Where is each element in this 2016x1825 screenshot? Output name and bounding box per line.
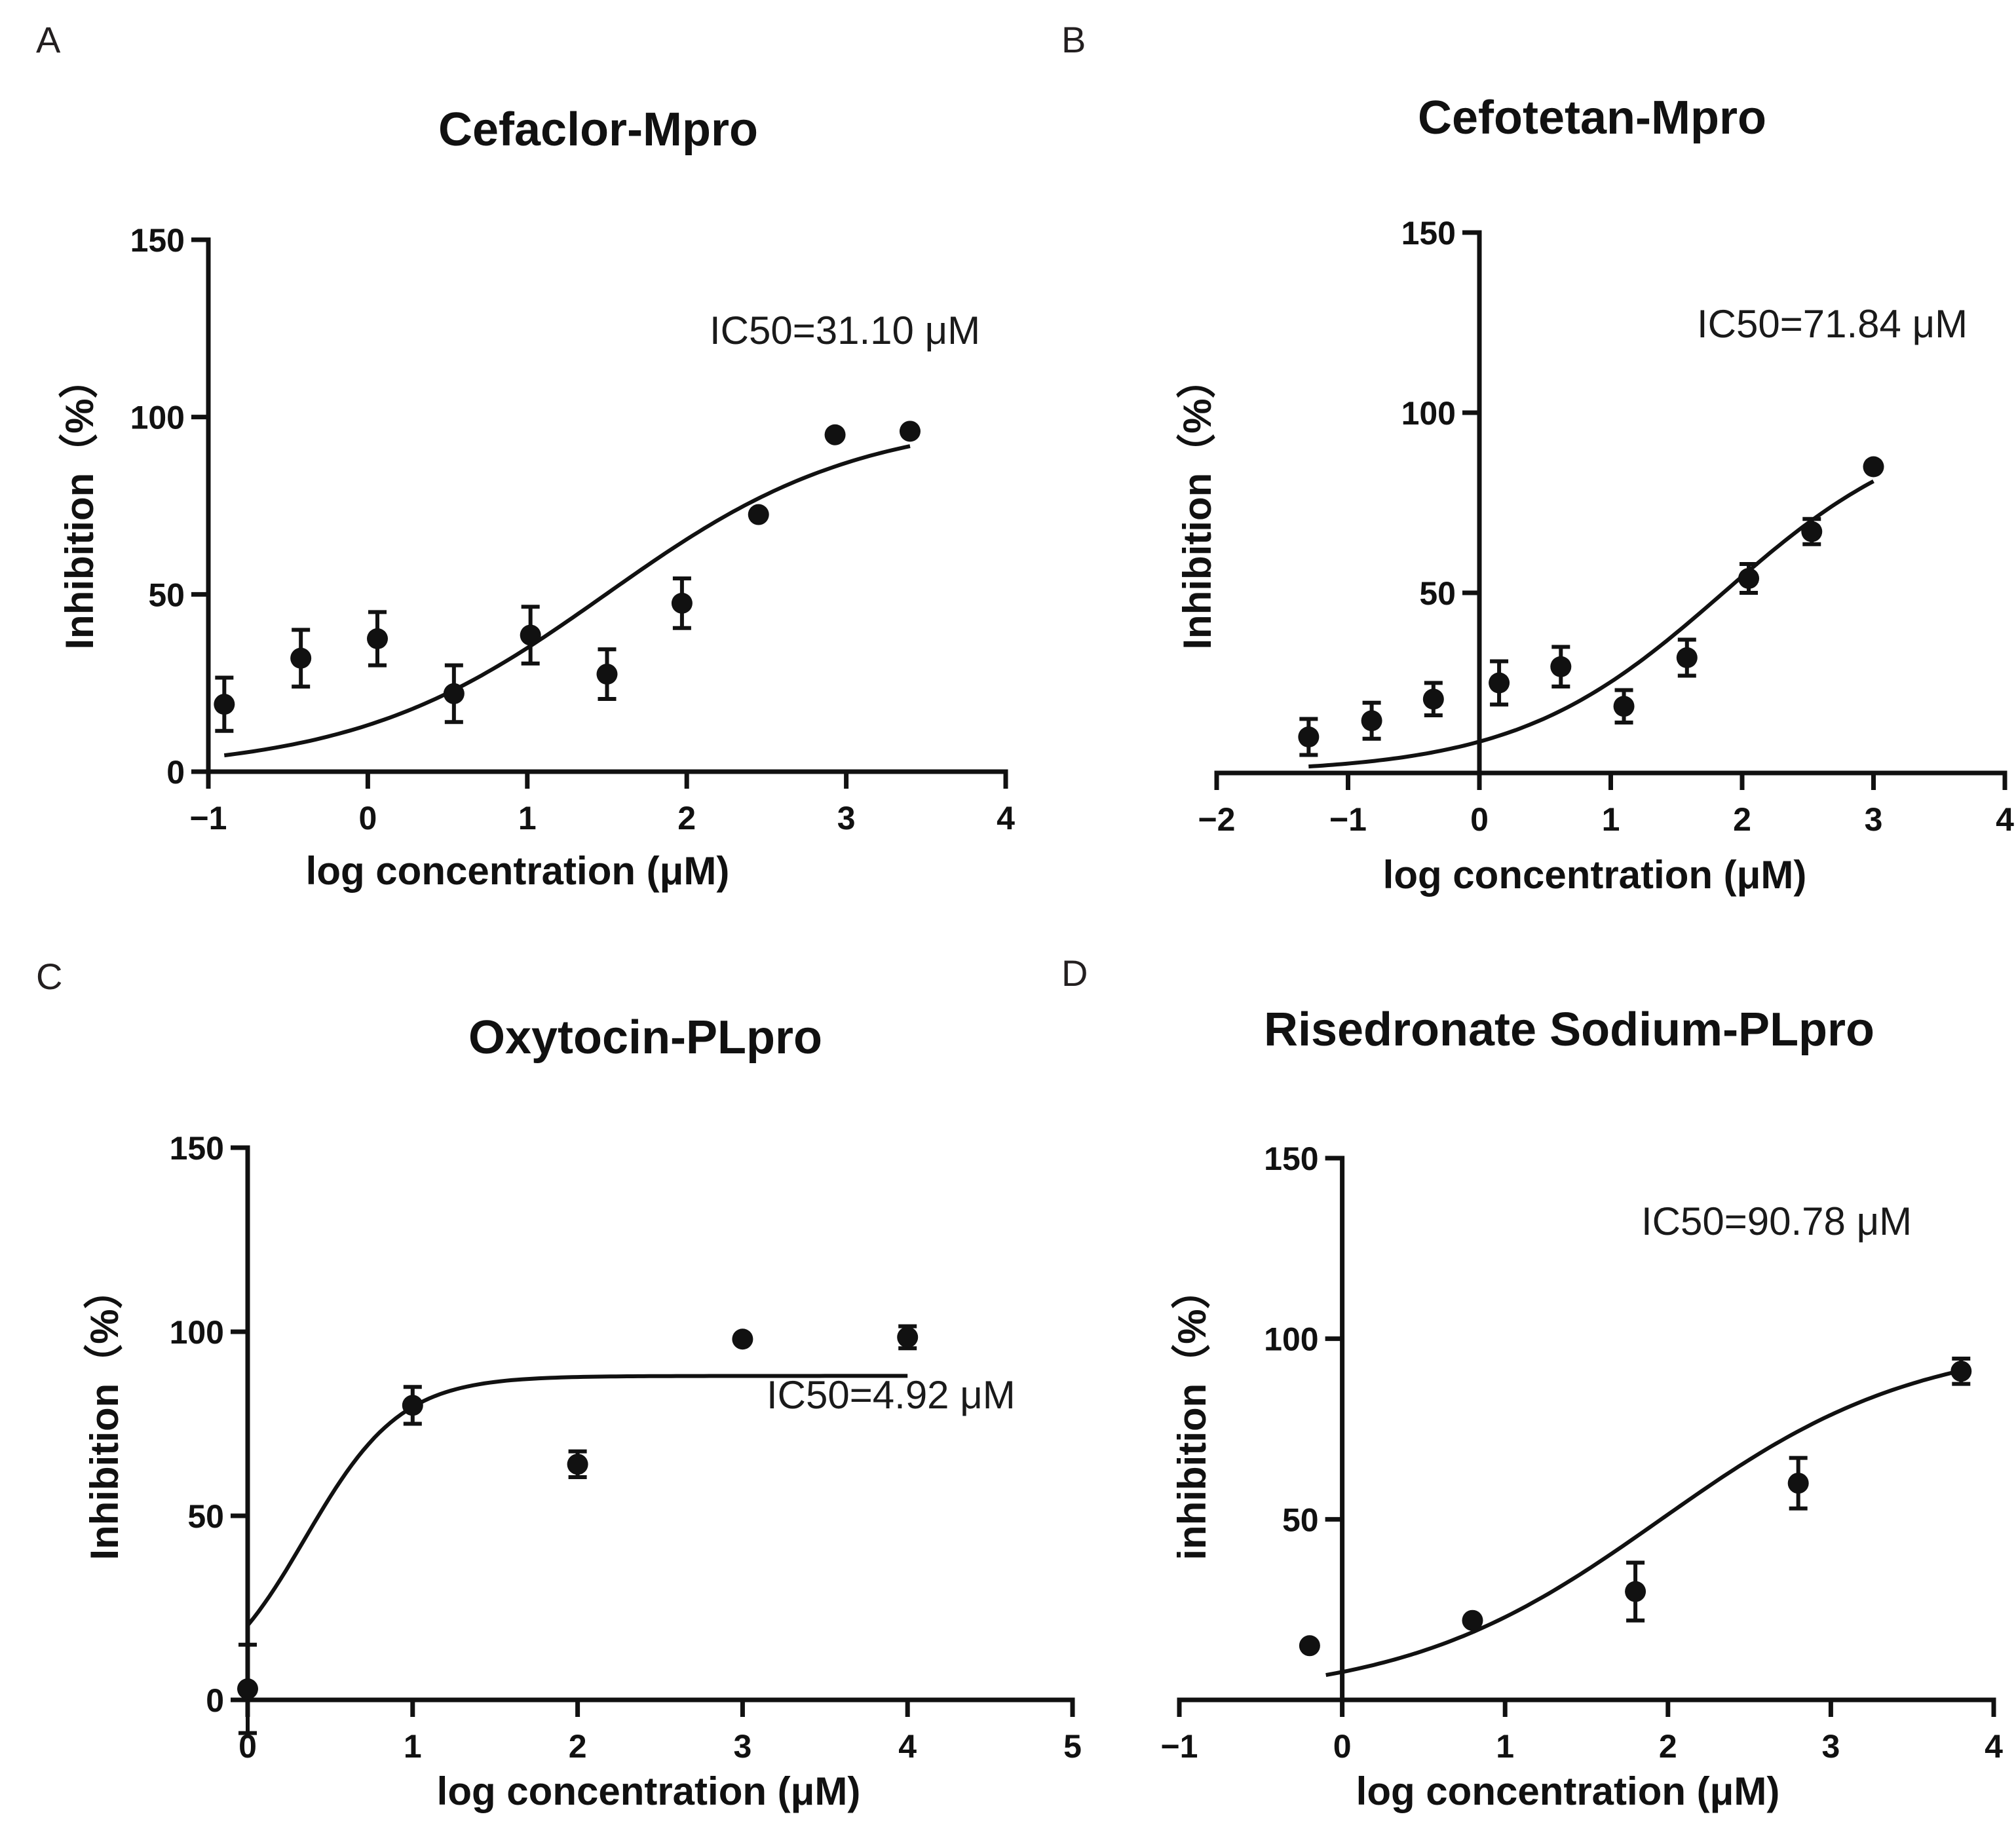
y-axis-label: inhibition（%） [1170,1270,1214,1560]
x-tick-label: 0 [358,800,377,837]
y-tick-label: 100 [1401,395,1456,432]
chart-title: Risedronate Sodium-PLpro [1264,1004,1874,1056]
x-axis-label: log concentration (μM) [1356,1769,1780,1813]
data-point [824,424,846,445]
data-point [1738,568,1760,589]
y-axis-label: Inhibition（%） [83,1270,126,1560]
y-tick-label: 0 [166,754,185,791]
y-tick-label: 100 [170,1314,224,1351]
x-tick-label: 4 [997,800,1015,837]
x-axis-label: log concentration (μM) [1383,853,1807,897]
x-tick-label: 3 [1865,801,1883,838]
x-tick-label: 4 [1996,801,2014,838]
data-point [402,1395,423,1416]
x-tick-label: 2 [1659,1728,1677,1765]
y-tick-label: 50 [187,1498,224,1535]
x-tick-label: 4 [1985,1728,2003,1765]
y-tick-label: 50 [148,576,185,613]
panel-a: A Cefaclor-Mpro IC50=31.10 μM log concen… [36,19,1015,893]
data-point [1676,647,1698,668]
panel-label: B [1061,19,1086,60]
x-tick-label: 3 [1821,1728,1840,1765]
data-point [1422,688,1444,710]
data-point [1613,696,1635,717]
data-point [443,683,465,704]
data-point [237,1678,258,1700]
y-tick-label: 50 [1419,575,1456,612]
x-tick-label: 4 [898,1728,917,1765]
x-tick-label: 0 [1470,801,1489,838]
y-tick-label: 0 [206,1682,224,1719]
data-point [567,1454,588,1475]
data-point [1550,656,1572,677]
data-point [520,624,541,646]
y-tick-label: 100 [130,400,185,436]
y-tick-label: 150 [170,1130,224,1167]
panel-label: C [36,956,62,997]
x-tick-label: 1 [1602,801,1620,838]
x-tick-label: 3 [837,800,856,837]
data-point [899,421,921,442]
x-tick-label: −2 [1198,801,1235,838]
fit-curve [223,444,911,758]
panel-b: B Cefotetan-Mpro IC50=71.84 μM log conce… [1061,19,2014,897]
data-point [897,1326,919,1348]
y-tick-label: 150 [130,222,185,259]
y-tick-label: 100 [1264,1321,1318,1358]
y-axis-label: Inhibition（%） [1175,359,1219,649]
data-point [596,664,618,685]
y-tick-label: 150 [1401,215,1456,252]
data-point [1801,521,1823,542]
data-point [290,647,312,669]
y-axis-label: Inhibition（%） [58,359,102,649]
y-tick-label: 150 [1264,1140,1318,1177]
x-tick-label: −1 [189,800,227,837]
data-point [1625,1581,1646,1602]
x-tick-label: 5 [1063,1728,1082,1765]
x-tick-label: −1 [1160,1728,1198,1765]
data-point [1489,672,1510,694]
chart-title: Cefotetan-Mpro [1418,92,1766,144]
x-tick-label: 1 [404,1728,422,1765]
ic50-annotation: IC50=31.10 μM [710,309,980,352]
x-tick-label: 2 [677,800,696,837]
fit-curve [1308,479,1874,769]
fit-curve [246,1374,908,1627]
panel-c: C Oxytocin-PLpro IC50=4.92 μM log concen… [36,956,1082,1813]
data-point [1462,1609,1483,1631]
x-axis-label: log concentration (μM) [306,849,730,893]
data-point [1299,1635,1320,1657]
x-tick-label: −1 [1329,801,1367,838]
data-point [1361,710,1382,732]
chart-title: Cefaclor-Mpro [438,103,758,156]
data-point [671,592,693,614]
x-tick-label: 2 [569,1728,587,1765]
chart-title: Oxytocin-PLpro [468,1011,822,1064]
data-point [1950,1361,1972,1382]
x-tick-label: 1 [518,800,537,837]
x-tick-label: 1 [1496,1728,1514,1765]
data-point [1863,456,1884,478]
ic50-annotation: IC50=71.84 μM [1697,302,1968,346]
fit-curve [1325,1368,1962,1678]
panel-label: A [36,19,61,60]
data-point [1787,1473,1809,1494]
ic50-annotation: IC50=4.92 μM [767,1373,1016,1417]
panel-d: D Risedronate Sodium-PLpro IC50=90.78 μM… [1061,952,2003,1813]
x-tick-label: 2 [1733,801,1751,838]
data-point [1298,726,1320,747]
x-tick-label: 3 [733,1728,751,1765]
panel-label: D [1061,952,1088,994]
data-point [732,1328,753,1350]
ic50-annotation: IC50=90.78 μM [1641,1199,1912,1243]
data-point [748,504,769,525]
data-point [214,694,235,715]
data-point [367,628,389,649]
x-axis-label: log concentration (μM) [437,1769,861,1813]
x-tick-label: 0 [1333,1728,1352,1765]
y-tick-label: 50 [1282,1501,1319,1538]
